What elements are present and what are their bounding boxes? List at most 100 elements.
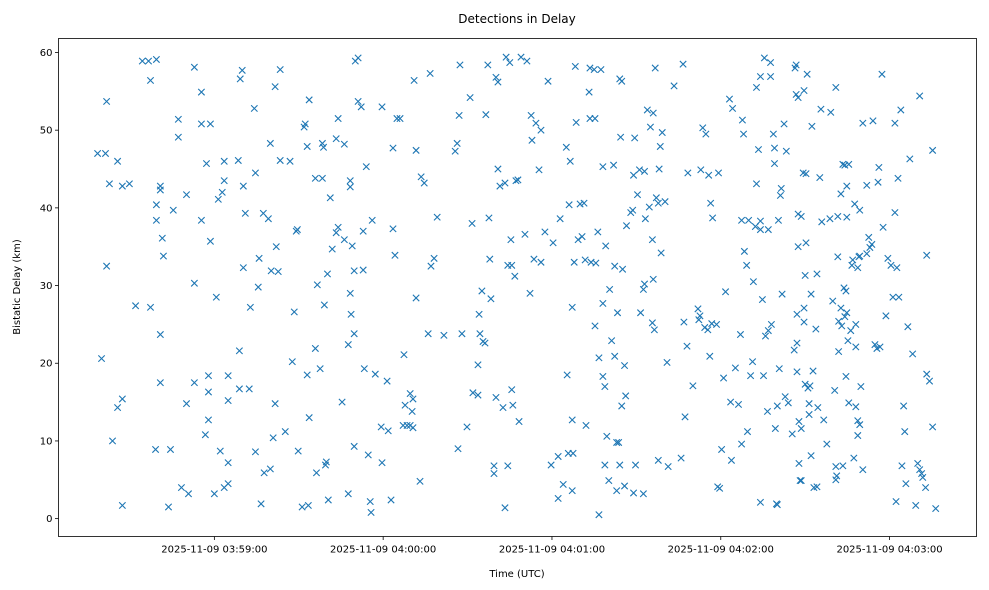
data-point [868,240,876,248]
data-point [697,166,705,174]
data-point [813,483,821,491]
data-point [346,183,354,191]
data-point [865,233,873,241]
data-point [778,290,786,298]
data-point [658,128,666,137]
data-point [164,503,173,511]
data-point [298,503,306,511]
data-point [805,400,813,408]
data-point [661,198,669,206]
data-point [475,310,483,318]
plot-frame [58,38,977,537]
data-point [633,191,642,199]
data-point [241,209,249,217]
data-point [837,304,845,312]
data-point [622,222,631,230]
data-point [748,358,757,366]
x-tick-label: 2025-11-09 04:00:00 [330,545,436,556]
data-point [326,194,334,202]
data-point [620,482,629,490]
data-point [643,106,651,114]
data-point [501,179,509,187]
data-point [251,448,260,456]
data-point [793,368,801,376]
data-point [655,165,663,173]
data-point [530,255,538,263]
data-point [916,92,924,100]
data-point [174,115,182,123]
data-point [484,61,492,69]
data-point [912,501,920,510]
data-point [829,297,837,305]
data-point [832,462,840,471]
data-point [260,469,268,477]
data-point [792,90,800,99]
data-point [197,88,206,96]
data-points [94,53,940,519]
data-point [807,452,815,460]
data-point [809,367,817,375]
data-point [541,228,549,236]
data-point [515,417,523,426]
data-point [146,303,155,311]
data-point [889,293,897,301]
data-point [350,267,358,275]
data-point [113,403,122,412]
data-point [482,111,490,119]
data-point [354,54,362,62]
data-point [904,323,912,331]
data-point [492,73,500,81]
data-point [609,161,618,169]
data-point [591,322,599,330]
data-point [900,402,908,410]
data-point [613,309,622,317]
data-point [476,330,484,338]
data-point [844,337,852,345]
data-point [210,490,218,498]
data-point [781,393,789,401]
data-point [793,339,801,347]
data-point [803,70,811,78]
data-point [384,427,392,435]
data-point [605,476,613,485]
data-point [636,309,645,317]
data-point [826,215,834,223]
data-point [654,199,662,207]
data-point [792,61,800,69]
data-point [346,289,354,297]
data-point [882,312,890,320]
data-point [758,295,766,304]
data-point [532,119,540,127]
data-point [245,385,253,393]
data-point [409,395,417,403]
data-point [727,456,736,464]
data-point [393,114,401,123]
data-point [839,160,847,168]
data-point [305,414,313,422]
data-point [842,372,850,381]
data-point [851,200,859,208]
data-point [281,428,289,436]
data-point [239,182,247,190]
data-point [220,157,228,165]
data-point [346,177,354,185]
data-point [400,351,408,359]
data-point [645,203,653,211]
data-point [863,250,871,258]
data-point [837,190,845,198]
data-point [218,188,226,196]
data-point [201,431,209,439]
data-point [595,511,603,519]
data-point [773,402,781,410]
data-point [521,230,529,238]
data-point [238,66,246,74]
data-point [344,490,352,498]
data-point [740,247,748,255]
data-point [334,114,342,123]
data-point [835,348,843,356]
data-point [631,461,640,469]
x-tick-label: 2025-11-09 04:01:00 [499,545,605,556]
data-point [481,339,489,347]
data-point [250,104,258,113]
